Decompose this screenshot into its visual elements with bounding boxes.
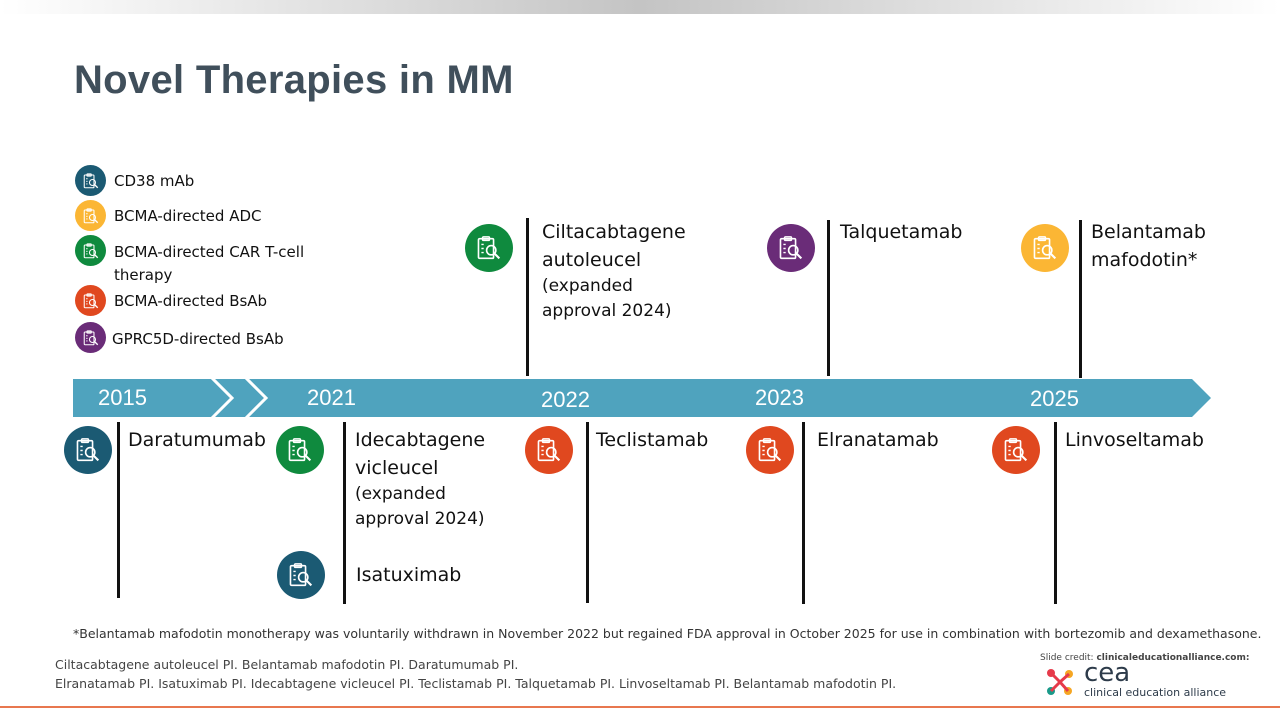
- cea-logo-text: cea: [1084, 658, 1131, 688]
- therapy-note: (expanded approval 2024): [355, 484, 485, 529]
- timeline-bar: [73, 379, 1211, 417]
- year-label: 2025: [1030, 386, 1079, 411]
- therapy-idecabtagene: Idecabtagene vicleucel (expanded approva…: [355, 426, 505, 532]
- car-t-icon: [276, 426, 324, 474]
- reference-line: Ciltacabtagene autoleucel PI. Belantamab…: [55, 657, 519, 672]
- timeline-marker: [117, 422, 120, 598]
- timeline-marker: [802, 422, 805, 604]
- timeline-marker: [343, 422, 346, 604]
- cea-logo-subtitle: clinical education alliance: [1084, 686, 1227, 699]
- bcma-bsab-icon: [525, 426, 573, 474]
- legend-label: BCMA-directed ADC: [114, 207, 262, 225]
- cd38-icon: [64, 426, 112, 474]
- year-label: 2022: [541, 387, 590, 412]
- therapy-ciltacabtagene: Ciltacabtagene autoleucel (expanded appr…: [542, 218, 702, 324]
- timeline-marker: [586, 422, 589, 603]
- therapy-belantamab: Belantamab mafodotin*: [1091, 221, 1206, 271]
- timeline-marker: [827, 220, 830, 376]
- therapy-talquetamab: Talquetamab: [840, 221, 963, 243]
- legend-label: GPRC5D-directed BsAb: [112, 330, 284, 348]
- reference-line: Elranatamab PI. Isatuximab PI. Idecabtag…: [55, 676, 897, 691]
- therapy-note: (expanded approval 2024): [542, 276, 672, 321]
- credit-site: clinicaleducationalliance.com:: [1096, 653, 1250, 663]
- car-t-icon: [465, 224, 513, 272]
- credit-label: Slide credit:: [1040, 653, 1094, 663]
- legend-label: CD38 mAb: [114, 172, 195, 190]
- bcma-bsab-legend-icon: [75, 285, 106, 316]
- timeline-marker: [1079, 220, 1082, 378]
- gprc5d-icon: [767, 224, 815, 272]
- year-label: 2023: [755, 385, 804, 410]
- legend-label: BCMA-directed CAR T-cell therapy: [114, 243, 305, 284]
- bottom-rule: [0, 706, 1280, 708]
- gprc5d-legend-icon: [75, 322, 106, 353]
- therapy-name: Idecabtagene vicleucel: [355, 429, 486, 479]
- car-t-legend-icon: [75, 235, 106, 266]
- chevron-icon: [242, 374, 269, 422]
- therapy-daratumumab: Daratumumab: [128, 429, 266, 451]
- footnote: *Belantamab mafodotin monotherapy was vo…: [73, 626, 1262, 641]
- therapy-isatuximab: Isatuximab: [356, 564, 462, 586]
- therapy-linvoseltamab: Linvoseltamab: [1065, 429, 1204, 451]
- therapy-elranatamab: Elranatamab: [817, 429, 939, 451]
- bcma-bsab-icon: [992, 426, 1040, 474]
- cea-logo: cea clinical education alliance: [1042, 658, 1232, 702]
- adc-legend-icon: [75, 200, 106, 231]
- year-label: 2015: [98, 385, 147, 410]
- timeline-marker: [526, 218, 529, 376]
- legend-label: BCMA-directed BsAb: [114, 292, 268, 310]
- adc-icon: [1021, 224, 1069, 272]
- cd38-icon: [277, 551, 325, 599]
- cd38-legend-icon: [75, 165, 106, 196]
- bcma-bsab-icon: [746, 426, 794, 474]
- top-gradient-bar: [0, 0, 1280, 14]
- chevron-icon: [208, 374, 235, 422]
- timeline-marker: [1054, 422, 1057, 604]
- year-label: 2021: [307, 385, 356, 410]
- timeline-arrow: [73, 374, 1211, 422]
- page-title: Novel Therapies in MM: [74, 58, 514, 102]
- therapy-teclistamab: Teclistamab: [596, 429, 709, 451]
- slide-credit: Slide credit: clinicaleducationalliance.…: [1040, 653, 1249, 663]
- therapy-name: Ciltacabtagene autoleucel: [542, 221, 686, 271]
- cea-logo-mark-icon: [1047, 669, 1073, 695]
